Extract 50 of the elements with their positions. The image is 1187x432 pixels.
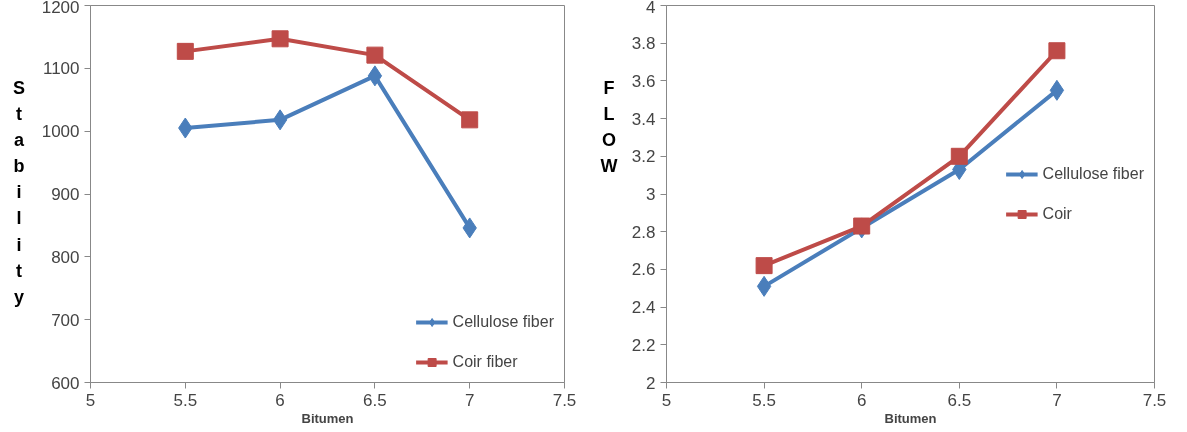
x-tick-label: 5.5: [173, 390, 198, 410]
point: [366, 46, 384, 64]
y-tick-label: 3.8: [631, 34, 656, 54]
y-tick-label: 3.6: [631, 71, 656, 91]
y-tick-label: 3: [646, 185, 656, 204]
x-tick-label: 6.5: [947, 390, 972, 410]
x-tick-label: 7: [1052, 390, 1062, 410]
x-axis-title: Bitumen: [884, 410, 937, 426]
x-tick-label: 6: [275, 390, 285, 410]
legend-label: Cellulose fiber: [452, 313, 554, 331]
y-tick-label: 3.2: [631, 147, 656, 167]
y-tick-label: 2: [646, 373, 656, 393]
y-tick-label: 3.4: [631, 109, 656, 129]
y-tick-label: 1100: [42, 59, 80, 79]
point: [1049, 79, 1065, 101]
point: [1048, 42, 1066, 60]
point: [461, 111, 479, 129]
point: [853, 217, 871, 235]
point: [176, 42, 194, 60]
x-tick-label: 7.5: [552, 390, 577, 410]
y-tick-label: 2.8: [631, 222, 656, 242]
x-tick-label: 7.5: [1142, 390, 1167, 410]
point: [271, 30, 289, 48]
point: [367, 65, 383, 87]
x-tick-label: 6.5: [363, 390, 387, 410]
x-tick-label: 5: [661, 390, 672, 410]
legend-label: Coir: [1042, 204, 1072, 223]
y-tick-label: 4: [646, 0, 656, 17]
y-tick-label: 900: [51, 185, 80, 204]
y-tick-label: 2.2: [631, 335, 656, 355]
y-tick-label: 2.4: [631, 298, 656, 318]
legend-label: Coir fiber: [452, 353, 518, 371]
legend-label: Cellulose fiber: [1042, 164, 1144, 183]
x-tick-label: 7: [464, 390, 475, 410]
x-tick-label: 6: [856, 390, 867, 410]
y-tick-label: 1000: [41, 122, 80, 142]
text: Stability: [12, 78, 25, 307]
y-tick-label: 800: [51, 247, 80, 267]
point: [950, 147, 968, 165]
x-axis-title: Bitumen: [301, 410, 354, 426]
point: [756, 275, 772, 297]
y-tick-label: 1200: [41, 0, 80, 17]
y-tick-label: 2.6: [631, 260, 656, 280]
y-tick-label: 700: [51, 310, 80, 330]
point: [755, 257, 773, 275]
y-tick-label: 600: [51, 373, 80, 393]
x-tick-label: 5.5: [752, 390, 776, 410]
point: [272, 109, 288, 131]
x-tick-label: 5: [85, 390, 96, 410]
y-axis-title: FLOW: [600, 77, 618, 179]
